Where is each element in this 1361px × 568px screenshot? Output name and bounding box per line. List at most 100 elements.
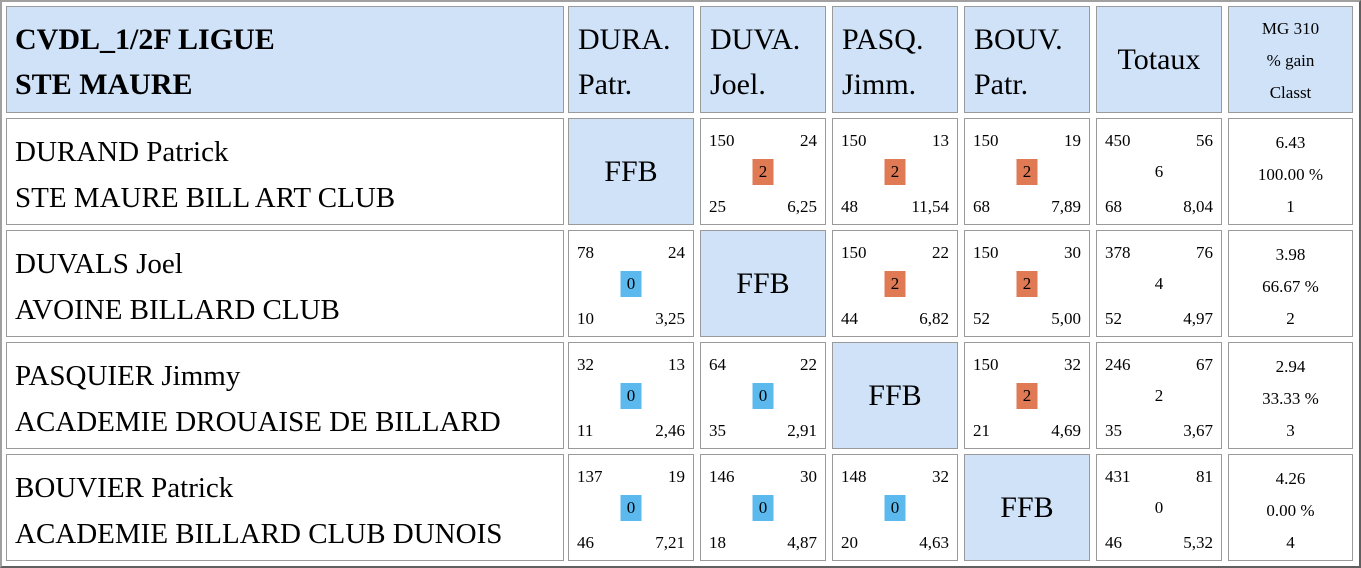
total-match-points: 6 <box>1154 161 1164 181</box>
innings-count: 30 <box>1064 243 1081 262</box>
column-header-dura: DURA. Patr. <box>568 6 694 113</box>
player-name: DUVALS Joel <box>15 248 183 280</box>
win-badge: 2 <box>752 158 774 185</box>
best-series: 44 <box>841 309 858 328</box>
player-cell: DUVALS Joel AVOINE BILLARD CLUB <box>6 230 564 337</box>
points-scored: 150 <box>973 131 999 150</box>
column-header-line2: Patr. <box>578 68 633 101</box>
points-scored: 78 <box>577 243 594 262</box>
totals-cell: 450 56 6 68 8,04 <box>1096 118 1222 225</box>
innings-count: 30 <box>800 467 817 486</box>
points-scored: 137 <box>577 467 603 486</box>
match-cell: 150 19 2 68 7,89 <box>964 118 1090 225</box>
total-average: 3,67 <box>1183 421 1213 440</box>
win-badge: 2 <box>884 158 906 185</box>
total-points: 431 <box>1105 467 1131 486</box>
general-average: 4.26 <box>1275 469 1306 488</box>
average: 4,69 <box>1051 421 1081 440</box>
points-scored: 148 <box>841 467 867 486</box>
loss-badge: 0 <box>620 494 642 521</box>
points-scored: 150 <box>973 243 999 262</box>
column-header-duva: DUVA. Joel. <box>700 6 826 113</box>
competition-venue: STE MAURE <box>15 68 193 101</box>
points-scored: 150 <box>709 131 735 150</box>
innings-count: 19 <box>668 467 685 486</box>
best-series: 11 <box>577 421 594 440</box>
loss-badge: 0 <box>620 270 642 297</box>
summary-cell: 3.98 66.67 % 2 <box>1228 230 1353 337</box>
loss-badge: 0 <box>752 382 774 409</box>
general-average: 6.43 <box>1275 133 1306 152</box>
loss-badge: 0 <box>752 494 774 521</box>
average: 7,21 <box>655 533 685 552</box>
classt-label: Classt <box>1269 83 1312 102</box>
match-cell: 150 13 2 48 11,54 <box>832 118 958 225</box>
gain-percent: 33.33 % <box>1262 389 1319 408</box>
best-series: 35 <box>709 421 726 440</box>
gain-percent: 66.67 % <box>1262 277 1319 296</box>
innings-count: 24 <box>800 131 817 150</box>
column-header-line1: BOUV. <box>974 23 1063 56</box>
total-average: 8,04 <box>1183 197 1213 216</box>
total-match-points: 2 <box>1154 385 1164 405</box>
points-scored: 146 <box>709 467 735 486</box>
player-cell: PASQUIER Jimmy ACADEMIE DROUAISE DE BILLA… <box>6 342 564 449</box>
average: 3,25 <box>655 309 685 328</box>
best-series: 20 <box>841 533 858 552</box>
total-match-points: 0 <box>1154 497 1164 517</box>
column-header-pasq: PASQ. Jimm. <box>832 6 958 113</box>
totals-cell: 431 81 0 46 5,32 <box>1096 454 1222 561</box>
total-best-series: 46 <box>1105 533 1122 552</box>
gain-percent: 100.00 % <box>1257 165 1324 184</box>
summary-cell: 4.26 0.00 % 4 <box>1228 454 1353 561</box>
average: 6,25 <box>787 197 817 216</box>
player-club: AVOINE BILLARD CLUB <box>15 294 340 326</box>
best-series: 10 <box>577 309 594 328</box>
general-average: 3.98 <box>1275 245 1306 264</box>
innings-count: 22 <box>800 355 817 374</box>
average: 2,91 <box>787 421 817 440</box>
general-average: 2.94 <box>1275 357 1306 376</box>
average: 5,00 <box>1051 309 1081 328</box>
innings-count: 13 <box>668 355 685 374</box>
column-header-bouv: BOUV. Patr. <box>964 6 1090 113</box>
column-header-line2: Patr. <box>974 68 1029 101</box>
innings-count: 24 <box>668 243 685 262</box>
total-match-points: 4 <box>1154 273 1164 293</box>
gain-percent: 0.00 % <box>1266 501 1315 520</box>
loss-badge: 0 <box>620 382 642 409</box>
average: 2,46 <box>655 421 685 440</box>
average: 6,82 <box>919 309 949 328</box>
total-points: 450 <box>1105 131 1131 150</box>
column-header-line1: PASQ. <box>842 23 924 56</box>
total-innings: 81 <box>1196 467 1213 486</box>
total-best-series: 68 <box>1105 197 1122 216</box>
total-innings: 76 <box>1196 243 1213 262</box>
ranking: 1 <box>1286 197 1295 216</box>
total-best-series: 35 <box>1105 421 1122 440</box>
ranking: 2 <box>1286 309 1295 328</box>
player-name: DURAND Patrick <box>15 136 229 168</box>
player-cell: BOUVIER Patrick ACADEMIE BILLARD CLUB DUN… <box>6 454 564 561</box>
points-scored: 64 <box>709 355 726 374</box>
average: 4,63 <box>919 533 949 552</box>
totals-cell: 378 76 4 52 4,97 <box>1096 230 1222 337</box>
match-cell: 146 30 0 18 4,87 <box>700 454 826 561</box>
summary-cell: 6.43 100.00 % 1 <box>1228 118 1353 225</box>
total-points: 378 <box>1105 243 1131 262</box>
column-header-line1: DURA. <box>578 23 671 56</box>
win-badge: 2 <box>1016 158 1038 185</box>
best-series: 18 <box>709 533 726 552</box>
innings-count: 32 <box>932 467 949 486</box>
points-scored: 32 <box>577 355 594 374</box>
mg-label: MG 310 <box>1261 19 1320 38</box>
match-cell: 32 13 0 11 2,46 <box>568 342 694 449</box>
totals-cell: 246 67 2 35 3,67 <box>1096 342 1222 449</box>
match-cell: 148 32 0 20 4,63 <box>832 454 958 561</box>
best-series: 25 <box>709 197 726 216</box>
column-header-mg: MG 310 % gain Classt <box>1228 6 1353 113</box>
competition-title-cell: CVDL_1/2F LIGUE STE MAURE <box>6 6 564 113</box>
points-scored: 150 <box>841 131 867 150</box>
innings-count: 22 <box>932 243 949 262</box>
